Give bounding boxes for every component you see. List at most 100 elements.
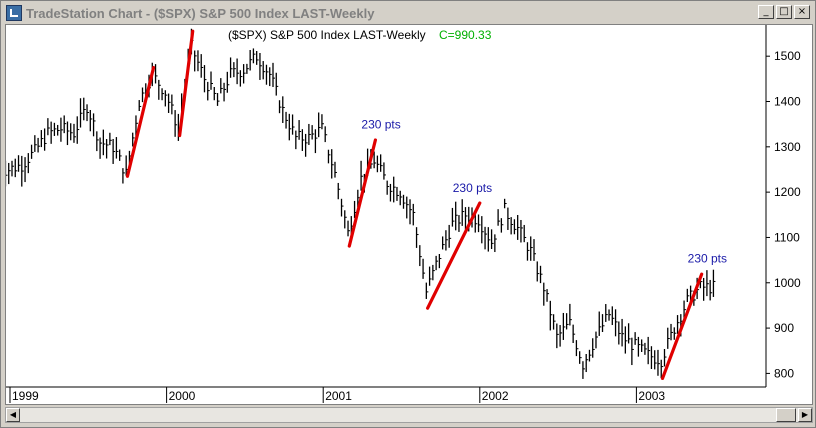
- ohlc-bar: [579, 351, 582, 364]
- ohlc-bar: [27, 153, 31, 174]
- ohlc-bar: [40, 130, 44, 148]
- maximize-button[interactable]: □: [776, 5, 792, 19]
- ohlc-bar: [210, 71, 214, 90]
- ohlc-bar: [376, 155, 380, 173]
- ohlc-bar: [154, 64, 158, 84]
- ohlc-bar: [119, 149, 122, 161]
- ohlc-bar: [321, 114, 324, 130]
- ohlc-bar: [252, 48, 256, 64]
- ohlc-bar: [43, 128, 47, 151]
- ohlc-bar: [500, 218, 504, 233]
- ohlc-bar: [396, 186, 399, 201]
- ohlc-bar: [308, 123, 311, 145]
- trendline[interactable]: [178, 29, 195, 138]
- ohlc-bar: [605, 304, 608, 322]
- ohlc-bar: [572, 324, 576, 343]
- ohlc-bar: [543, 282, 546, 306]
- ohlc-bar: [53, 122, 57, 136]
- chart-app-icon[interactable]: [6, 5, 22, 21]
- ohlc-bar: [24, 157, 28, 183]
- price-tick-label: 1300: [774, 140, 801, 154]
- trendline[interactable]: [125, 65, 156, 178]
- ohlc-bar: [285, 111, 289, 129]
- ohlc-bar: [650, 346, 654, 369]
- close-button[interactable]: ×: [794, 5, 810, 19]
- ohlc-bar: [269, 67, 272, 87]
- ohlc-bar: [282, 96, 285, 123]
- ohlc-bar: [213, 86, 217, 101]
- ohlc-bar: [451, 207, 455, 227]
- ohlc-bar: [4, 160, 8, 187]
- ohlc-bar: [63, 115, 67, 134]
- ohlc-bar: [432, 264, 435, 281]
- ohlc-bar: [412, 203, 416, 226]
- annotation-label: 230 pts: [361, 118, 400, 132]
- window-title: TradeStation Chart - ($SPX) S&P 500 Inde…: [26, 5, 375, 21]
- ohlc-bar: [357, 189, 360, 208]
- trendline[interactable]: [660, 272, 704, 380]
- ohlc-bar: [295, 130, 298, 150]
- price-tick-label: 1500: [774, 49, 801, 63]
- ohlc-bar: [246, 63, 249, 74]
- minimize-button[interactable]: _: [758, 5, 774, 19]
- ohlc-bar: [8, 162, 11, 185]
- trendline[interactable]: [347, 138, 377, 248]
- ohlc-bar: [393, 176, 396, 203]
- ohlc-bar: [510, 217, 514, 235]
- ohlc-bar: [539, 265, 543, 284]
- ohlc-bar: [34, 135, 37, 152]
- ohlc-bar: [484, 226, 488, 250]
- time-axis: 1999 2000 2001 2002 2003: [9, 387, 665, 403]
- window-controls: _ □ ×: [758, 5, 810, 19]
- ohlc-bar: [259, 53, 262, 80]
- ohlc-bar: [517, 214, 520, 240]
- ohlc-bar: [402, 194, 406, 209]
- ohlc-bar: [706, 270, 709, 297]
- price-tick-label: 800: [774, 366, 794, 380]
- ohlc-bar: [11, 160, 14, 177]
- close-value-label: C=990.33: [439, 28, 492, 42]
- ohlc-bar: [487, 227, 491, 252]
- ohlc-bar: [657, 349, 660, 376]
- ohlc-bar: [507, 207, 510, 230]
- price-tick-label: 900: [774, 321, 794, 335]
- ohlc-bar: [565, 313, 569, 330]
- ohlc-bar: [109, 132, 112, 146]
- chart-header: ($SPX) S&P 500 Index LAST-Weekly: [228, 28, 426, 42]
- chart-area[interactable]: ($SPX) S&P 500 Index LAST-Weekly C=990.3…: [0, 24, 813, 405]
- time-tick-label: 2001: [325, 389, 352, 403]
- ohlc-bar: [112, 138, 116, 164]
- scroll-thumb[interactable]: [776, 408, 796, 422]
- annotation-label: 230 pts: [453, 181, 492, 195]
- ohlc-bar: [265, 64, 269, 85]
- ohlc-bar: [229, 57, 233, 78]
- ohlc-bar: [575, 340, 579, 357]
- horizontal-scrollbar[interactable]: ◀ ▶: [5, 407, 813, 423]
- ohlc-bar: [334, 161, 337, 178]
- ohlc-bar: [203, 65, 207, 93]
- ohlc-bar: [83, 97, 86, 121]
- ohlc-bar: [585, 354, 589, 373]
- ohlc-bar: [676, 315, 680, 334]
- ohlc-bar: [242, 64, 246, 84]
- ohlc-bar: [373, 151, 377, 169]
- ohlc-bar: [435, 255, 439, 271]
- price-chart[interactable]: ($SPX) S&P 500 Index LAST-Weekly C=990.3…: [0, 25, 812, 404]
- ohlc-bar: [89, 109, 93, 132]
- title-bar[interactable]: TradeStation Chart - ($SPX) S&P 500 Inde…: [3, 3, 813, 23]
- ohlc-bar: [256, 51, 259, 65]
- ohlc-bar: [419, 245, 422, 267]
- ohlc-bar: [494, 234, 497, 253]
- ohlc-bar: [497, 209, 501, 226]
- scroll-right-button[interactable]: ▶: [798, 408, 812, 422]
- price-tick-label: 1100: [774, 230, 800, 244]
- trendline[interactable]: [426, 201, 482, 310]
- scroll-left-button[interactable]: ◀: [6, 408, 20, 422]
- ohlc-bar: [288, 113, 292, 141]
- ohlc-bar: [70, 123, 73, 141]
- ohlc-bar: [73, 123, 76, 143]
- annotations: 230 pts 230 pts 230 pts: [361, 118, 727, 266]
- ohlc-bar: [331, 149, 334, 179]
- time-tick-label: 2000: [169, 389, 196, 403]
